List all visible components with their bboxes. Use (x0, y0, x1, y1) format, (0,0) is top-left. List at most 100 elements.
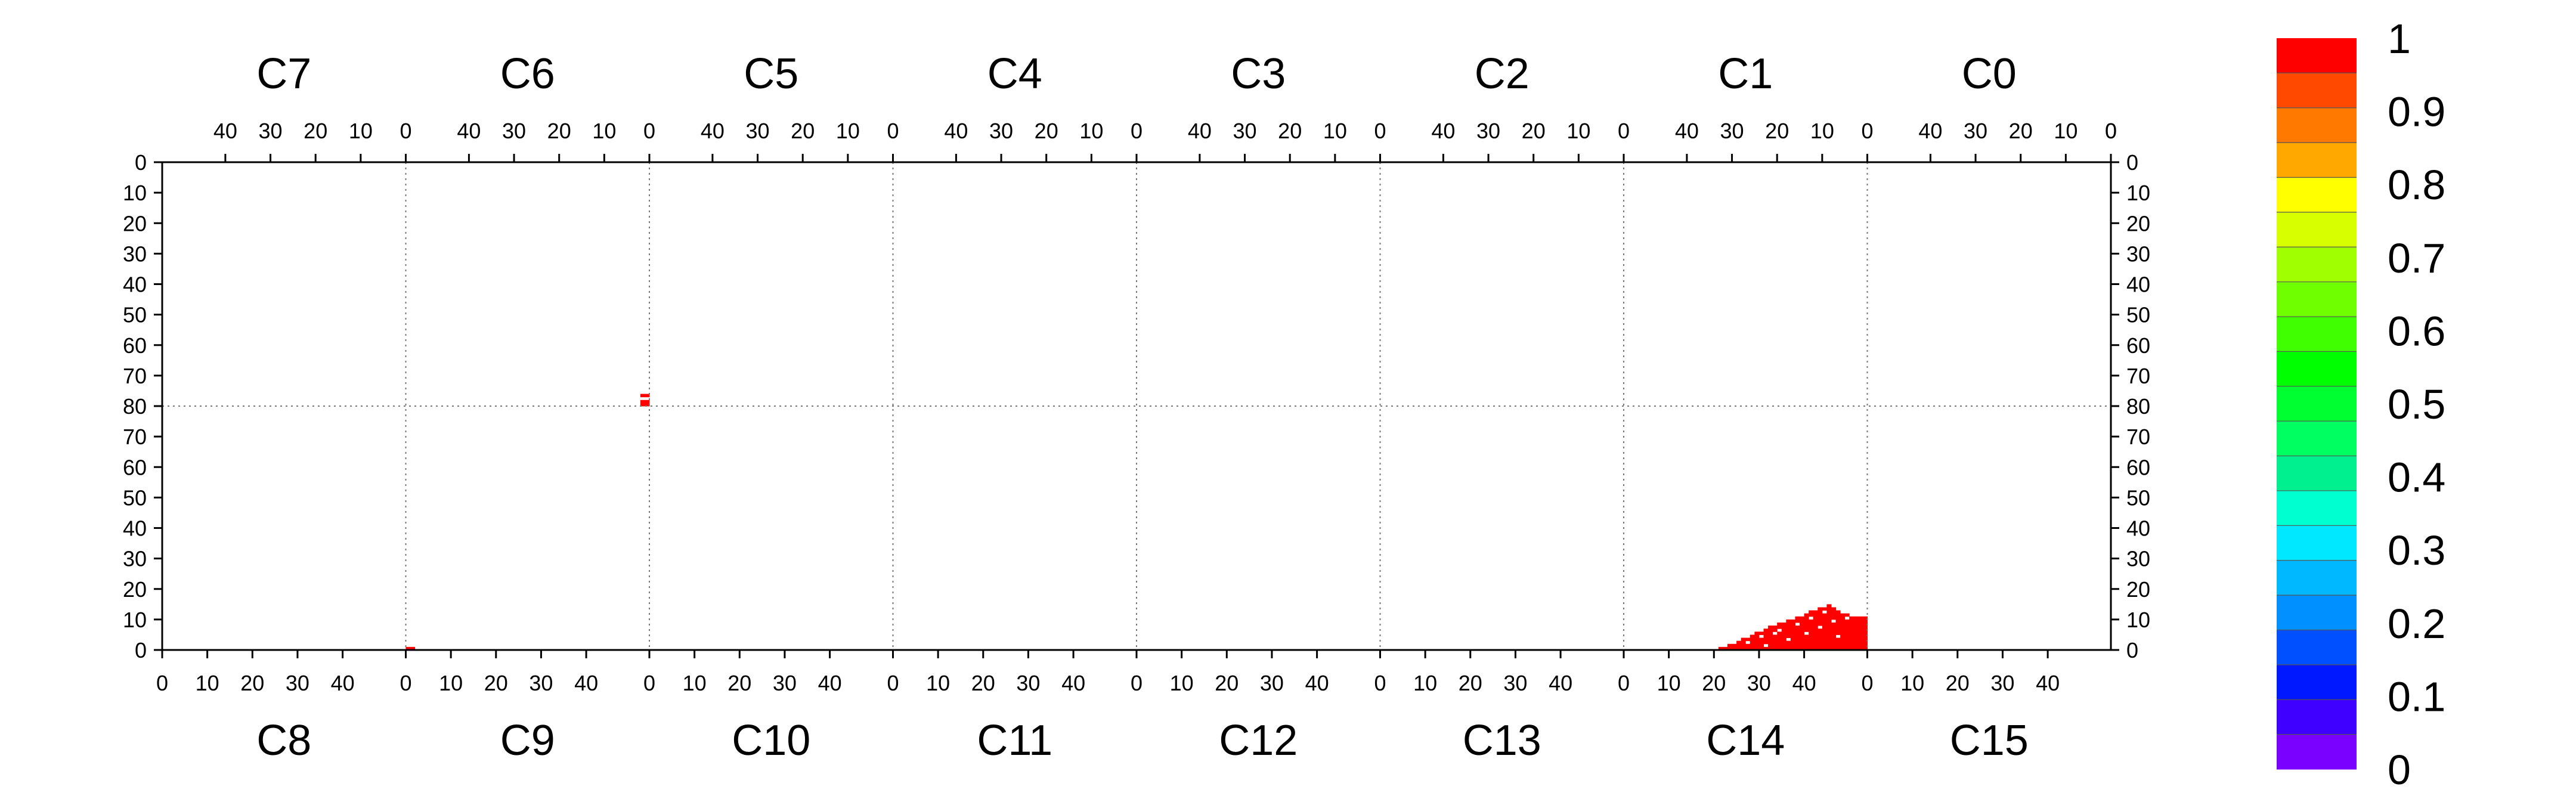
heatmap-cell (1822, 616, 1827, 620)
heatmap-cell (1736, 646, 1742, 651)
heatmap-cell (1781, 634, 1787, 639)
heatmap-cell (1813, 619, 1818, 623)
heatmap-cell (1809, 643, 1814, 648)
heatmap-cell (1818, 613, 1823, 617)
heatmap-cell (1862, 646, 1868, 651)
heatmap-cell (1781, 640, 1787, 645)
heatmap-cell (1763, 628, 1769, 632)
heatmap-cell (1862, 643, 1868, 648)
top-x-tick-label: 20 (1278, 119, 1302, 143)
bottom-x-tick-label: 40 (1305, 671, 1329, 695)
heatmap-cell (1822, 640, 1827, 645)
heatmap-cell (1826, 607, 1832, 611)
bottom-x-tick-label: 10 (1900, 671, 1924, 695)
heatmap-cell (1835, 631, 1841, 635)
top-x-tick-label: 40 (1431, 119, 1455, 143)
heatmap-cell (1862, 616, 1868, 620)
heatmap-cell (1790, 640, 1795, 645)
heatmap-cell (1844, 619, 1850, 623)
heatmap-cell (1763, 640, 1769, 645)
heatmap-cell (1795, 637, 1800, 642)
heatmap-cell (1813, 626, 1818, 629)
colorbar-tick-label: 1 (2388, 16, 2411, 62)
heatmap-cell (1831, 610, 1837, 614)
heatmap-cell (1800, 634, 1805, 639)
bottom-x-tick-label: 10 (1413, 671, 1437, 695)
heatmap-cell (1777, 640, 1782, 645)
heatmap-cell (1804, 640, 1809, 645)
heatmap-cell (1727, 646, 1733, 651)
heatmap-cell (1809, 622, 1814, 626)
bottom-x-tick-label: 0 (643, 671, 655, 695)
bottom-x-tick-label: 40 (574, 671, 598, 695)
heatmap-cell (1840, 619, 1846, 623)
colorbar-segment (2277, 595, 2357, 630)
right-y-tick-label: 0 (2126, 150, 2138, 175)
heatmap-cell (1804, 643, 1809, 648)
heatmap-cell (1772, 637, 1778, 642)
heatmap-cell (1800, 622, 1805, 626)
heatmap-cell (1818, 637, 1823, 642)
colorbar-segment (2277, 386, 2357, 422)
heatmap-cell (1858, 646, 1863, 651)
colorbar-tick-label: 0.1 (2388, 673, 2445, 720)
bottom-x-tick-label: 0 (1861, 671, 1873, 695)
heatmap-cell (1858, 628, 1863, 632)
heatmap-cell (1750, 646, 1755, 651)
heatmap-cell (1831, 646, 1837, 651)
colorbar-segment (2277, 664, 2357, 700)
heatmap-cell (1795, 626, 1800, 629)
heatmap-cell (1813, 637, 1818, 642)
heatmap-cell (645, 394, 650, 398)
heatmap-cell (1818, 619, 1823, 623)
heatmap-cell (1862, 640, 1868, 645)
heatmap-cell (1741, 643, 1746, 648)
heatmap-cell (1835, 619, 1841, 623)
heatmap-cell (1777, 631, 1782, 635)
heatmap-cell (1758, 637, 1764, 642)
heatmap-cell (1835, 628, 1841, 632)
heatmap-cell (1818, 634, 1823, 639)
heatmap-cell (1818, 616, 1823, 620)
heatmap-cell (1826, 616, 1832, 620)
heatmap-cell (1790, 634, 1795, 639)
top-x-tick-label: 30 (1476, 119, 1500, 143)
heatmap-cell (1853, 622, 1859, 626)
right-y-tick-label: 50 (2126, 485, 2150, 510)
bottom-x-tick-label: 30 (286, 671, 309, 695)
heatmap-cell (1835, 613, 1841, 617)
heatmap-cell (1777, 646, 1782, 651)
top-x-tick-label: 10 (1323, 119, 1347, 143)
heatmap-cell (1790, 637, 1795, 642)
heatmap-cell (1781, 622, 1787, 626)
left-y-tick-label: 50 (123, 303, 147, 327)
heatmap-cell (1849, 616, 1854, 620)
heatmap-cell (1781, 631, 1787, 635)
heatmap-cell (1844, 643, 1850, 648)
right-y-tick-label: 60 (2126, 333, 2150, 358)
top-x-tick-label: 0 (1861, 119, 1873, 143)
heatmap-cell (1818, 622, 1823, 626)
heatmap-cell (1858, 634, 1863, 639)
top-x-tick-label: 0 (400, 119, 411, 143)
heatmap-cell (1831, 616, 1837, 620)
colorbar-segment (2277, 38, 2357, 73)
heatmap-cell (1763, 631, 1769, 635)
right-y-tick-label: 40 (2126, 273, 2150, 297)
bottom-x-tick-label: 40 (1792, 671, 1816, 695)
top-x-tick-label: 0 (1374, 119, 1386, 143)
heatmap-cell (1795, 631, 1800, 635)
bottom-x-tick-label: 40 (818, 671, 842, 695)
heatmap-cell (1768, 643, 1773, 648)
heatmap-cell (1777, 634, 1782, 639)
bottom-x-tick-label: 10 (1170, 671, 1194, 695)
heatmap-cell (1831, 626, 1837, 629)
heatmap-cell (1822, 646, 1827, 651)
top-x-tick-label: 30 (1964, 119, 1987, 143)
top-x-tick-label: 30 (1233, 119, 1257, 143)
heatmap-cell (1840, 646, 1846, 651)
heatmap-cell (1809, 628, 1814, 632)
heatmap-cell (1745, 643, 1751, 648)
heatmap-cell (1804, 613, 1809, 617)
top-x-tick-label: 0 (2105, 119, 2117, 143)
